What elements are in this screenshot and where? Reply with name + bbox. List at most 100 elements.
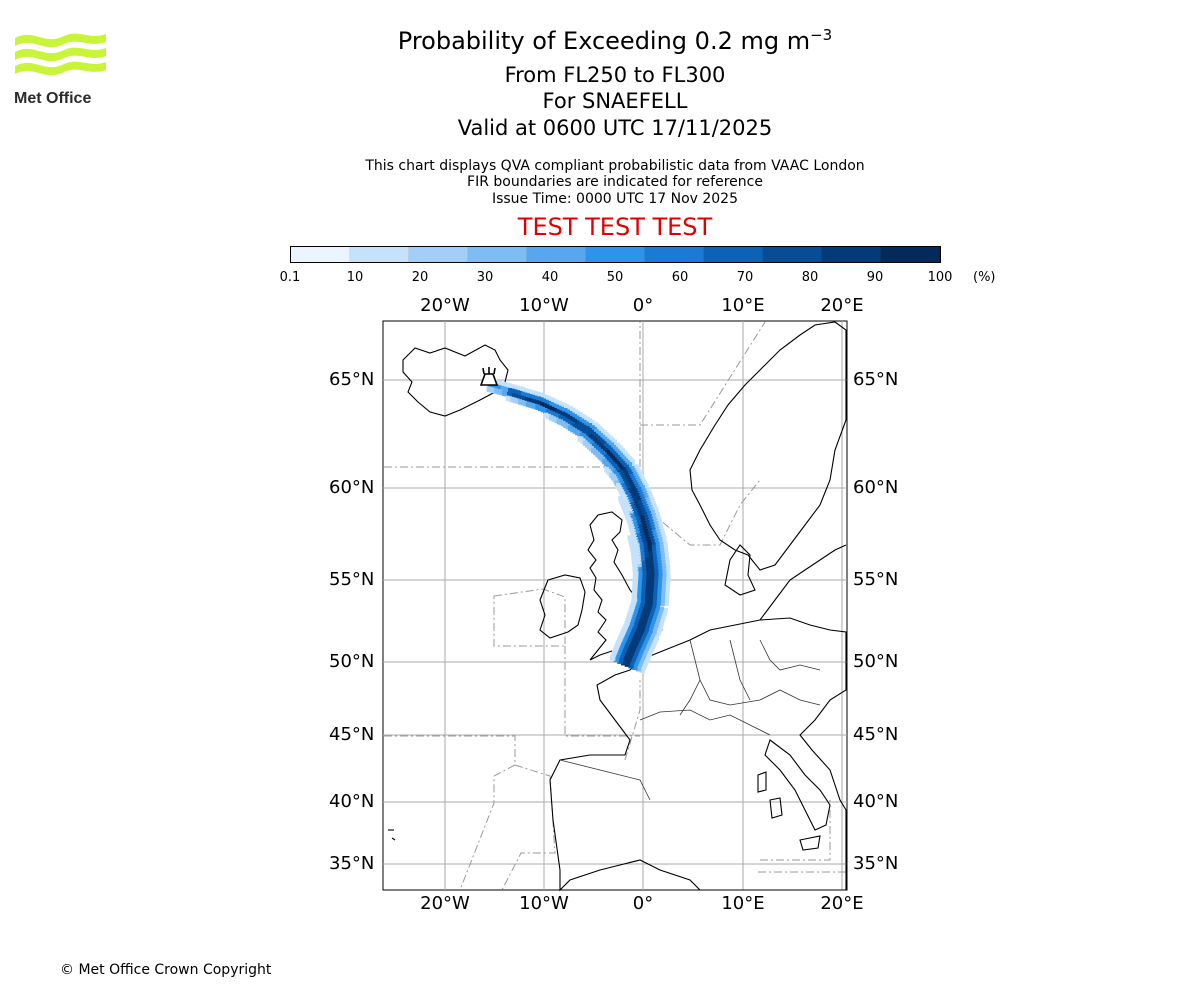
plume-cell: [656, 559, 662, 566]
plume-cell: [632, 586, 638, 592]
colorbar-segment: [645, 247, 704, 262]
plume-cell: [655, 553, 661, 560]
plume-cell: [663, 591, 670, 598]
colorbar-tick-label: 30: [476, 270, 494, 285]
plume-cell: [660, 588, 666, 594]
plume-cell: [660, 562, 666, 569]
plume-cell: [647, 596, 653, 603]
plume-cell: [648, 584, 654, 591]
plume-cell: [647, 599, 653, 606]
plume-cell: [644, 560, 650, 567]
plume-cell: [654, 547, 661, 554]
plume-cell: [656, 582, 662, 588]
met-office-logo: Met Office: [14, 30, 109, 115]
plume-cell: [664, 579, 671, 586]
plume-cell: [651, 599, 657, 606]
plume-cell: [653, 572, 659, 579]
logo-text: Met Office: [14, 90, 92, 107]
plume-cell: [653, 508, 659, 514]
plume-cell: [664, 576, 671, 583]
flight-level-range: From FL250 to FL300: [504, 63, 726, 87]
plume-cell: [643, 626, 650, 633]
plume-cell: [661, 573, 667, 579]
latitude-label: 45°N: [329, 724, 375, 745]
plume-cell: [643, 551, 649, 558]
plume-cell: [656, 562, 662, 569]
plume-cell: [659, 556, 666, 563]
plume-cell: [652, 578, 659, 585]
colorbar-tick-label: 70: [736, 270, 754, 285]
longitude-label: 10°W: [519, 295, 569, 316]
plume-cell: [588, 419, 595, 426]
plume-cell: [652, 563, 658, 569]
plume-cell: [659, 550, 665, 557]
plume-cell: [648, 560, 654, 566]
plume-cell: [654, 541, 660, 548]
plume-cell: [635, 589, 642, 596]
plume-cell: [644, 581, 650, 587]
info-line-1: This chart displays QVA compliant probab…: [365, 158, 865, 174]
plume-cell: [636, 577, 643, 584]
plume-cell: [665, 573, 671, 580]
latitude-label: 35°N: [853, 853, 899, 874]
test-banner: TEST TEST TEST: [517, 213, 713, 241]
plume-cell: [650, 542, 656, 548]
plume-cell: [634, 549, 641, 555]
plume-cell: [640, 578, 647, 584]
longitude-label: 0°: [632, 893, 654, 914]
plume-cell: [640, 566, 647, 573]
plume-cell: [654, 544, 660, 551]
plume-cell: [646, 548, 653, 554]
plume-cell: [630, 543, 636, 549]
plume-cell: [651, 596, 657, 603]
plume-cell: [636, 580, 642, 587]
plume-cell: [653, 538, 659, 544]
plume-cell: [642, 542, 648, 549]
colorbar-unit: (%): [973, 270, 996, 285]
plume-cell: [586, 423, 593, 429]
plume-cell: [651, 593, 658, 600]
plume-cell: [643, 596, 649, 602]
plume-cell: [638, 549, 645, 555]
plume-cell: [630, 546, 636, 552]
plume-cell: [648, 587, 654, 594]
plume-cell: [644, 563, 650, 570]
colorbar-segment: [409, 247, 468, 262]
plume-cell: [647, 590, 654, 597]
plume-cell: [652, 587, 658, 594]
plume-cell: [647, 557, 654, 563]
latitude-label: 55°N: [329, 569, 375, 590]
plume-cell: [656, 588, 662, 594]
plume-cell: [630, 549, 637, 555]
plume-cell: [628, 662, 634, 669]
plume-cell: [660, 579, 667, 585]
plume-cell: [636, 567, 643, 573]
plume-cell: [613, 656, 620, 663]
colorbar-tick-label: 20: [411, 270, 429, 285]
plume-cell: [655, 600, 661, 606]
plume-cell: [631, 555, 637, 561]
plume-cell: [645, 510, 651, 517]
ash-probability-plume: [486, 378, 671, 673]
plume-cell: [664, 562, 670, 568]
plume-cell: [664, 568, 671, 574]
plume-cell: [636, 574, 643, 581]
plume-cell: [635, 552, 641, 558]
latitude-label: 60°N: [853, 477, 899, 498]
plume-cell: [631, 592, 638, 598]
plume-cell: [663, 600, 669, 607]
latitude-label: 50°N: [329, 651, 375, 672]
plume-cell: [659, 600, 665, 606]
latitude-label: 35°N: [329, 853, 375, 874]
plume-cell: [650, 545, 656, 551]
plume-cell: [626, 462, 633, 468]
plume-cell: [636, 561, 642, 567]
plume-cell: [635, 558, 642, 564]
plume-cell: [633, 571, 639, 577]
plume-cell: [652, 581, 658, 588]
colorbar-segment: [586, 247, 645, 262]
plume-cell: [632, 574, 639, 580]
plume-cell: [639, 552, 645, 558]
plume-cell: [658, 544, 664, 551]
